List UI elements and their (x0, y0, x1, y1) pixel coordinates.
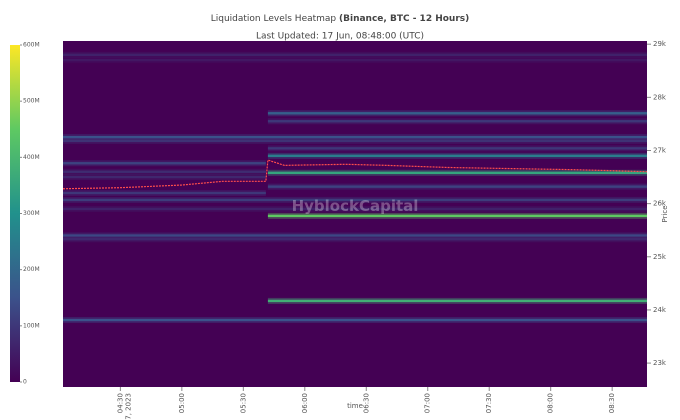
liquidation-level (63, 53, 647, 57)
liquidation-level (63, 139, 647, 143)
plot-background (63, 41, 647, 387)
liquidation-level (267, 214, 647, 218)
liquidation-level (63, 234, 647, 237)
x-tick-label: 05:00 (178, 393, 186, 413)
y-tick-label: 24k (653, 306, 667, 314)
x-tick-label: 08:00 (547, 393, 555, 413)
liquidation-level (267, 154, 647, 158)
liquidation-level (63, 135, 647, 139)
y-axis-title: Price (661, 205, 669, 222)
y-tick-label: 29k (653, 40, 667, 48)
y-tick-label: 27k (653, 146, 667, 154)
liquidation-level (267, 147, 647, 150)
title-text: Liquidation Levels Heatmap (211, 14, 339, 24)
colorbar-tick-label: 300M (23, 210, 40, 217)
colorbar-tick-label: 200M (23, 266, 40, 273)
colorbar-tick-label: 0 (23, 379, 27, 386)
x-tick-label: 05:30 (239, 393, 247, 413)
y-tick-label: 25k (653, 253, 667, 261)
liquidation-level (63, 175, 266, 179)
x-tick-label: 07:00 (424, 393, 432, 413)
title-bold: (Binance, BTC - 12 Hours) (339, 14, 469, 24)
x-tick-label: 08:30 (608, 393, 616, 413)
x-tick-label: 06:00 (301, 393, 309, 413)
x-tick-label: 06:30 (362, 393, 370, 413)
colorbar (10, 45, 20, 382)
y-tick-label: 28k (653, 93, 667, 101)
liquidation-level (63, 170, 266, 173)
liquidation-level (267, 112, 647, 115)
x-tick-label: 07:30 (485, 393, 493, 413)
liquidation-level (63, 238, 647, 241)
colorbar-tick-label: 100M (23, 322, 40, 329)
colorbar-tick-label: 600M (23, 42, 40, 49)
liquidation-level (267, 299, 647, 303)
liquidation-level (63, 191, 266, 195)
liquidation-level (267, 185, 647, 188)
liquidation-level (63, 318, 647, 322)
liquidation-level (63, 58, 647, 62)
x-tick-label: 04:30 (116, 393, 124, 413)
watermark: HyblockCapital (292, 197, 419, 215)
y-tick-label: 23k (653, 359, 667, 367)
liquidation-level (267, 171, 647, 175)
liquidation-level (63, 162, 266, 165)
liquidation-level (63, 207, 647, 211)
x-date-label: Jun 17, 2023 (124, 393, 132, 420)
chart-title: Liquidation Levels Heatmap (Binance, BTC… (211, 14, 470, 24)
liquidation-level (63, 198, 647, 202)
colorbar-tick-label: 500M (23, 98, 40, 105)
x-axis-title: time (347, 402, 363, 410)
liquidation-level (267, 120, 647, 123)
colorbar-tick-label: 400M (23, 154, 40, 161)
y-tick-label: 26k (653, 200, 667, 208)
subtitle: Last Updated: 17 Jun, 08:48:00 (UTC) (256, 32, 424, 42)
